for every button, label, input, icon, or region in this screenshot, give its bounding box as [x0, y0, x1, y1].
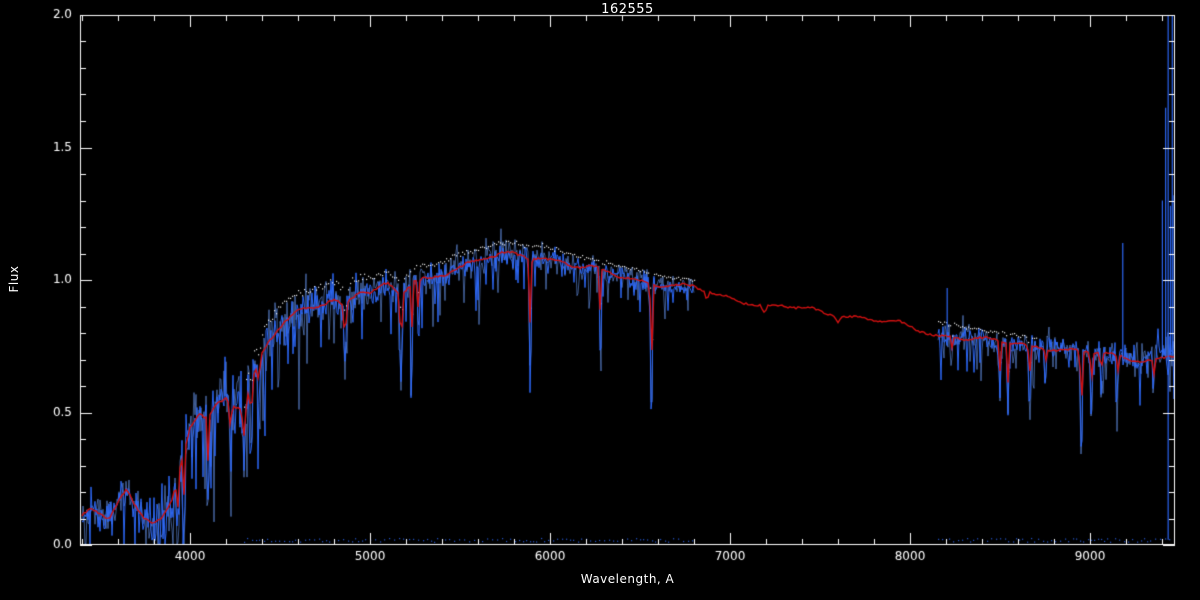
chart-title: 162555 [601, 2, 654, 17]
x-axis-label: Wavelength, A [580, 572, 675, 586]
y-axis-label: Flux [7, 265, 21, 293]
